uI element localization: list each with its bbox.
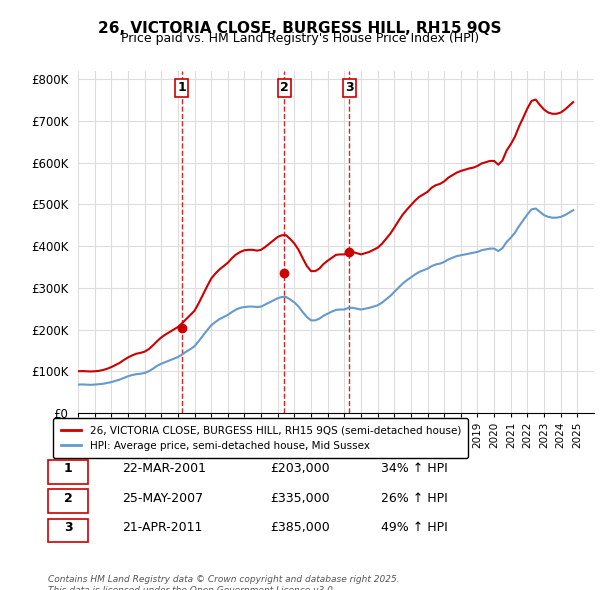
Text: 49% ↑ HPI: 49% ↑ HPI: [380, 521, 448, 534]
Text: 1: 1: [64, 463, 73, 476]
FancyBboxPatch shape: [48, 519, 88, 542]
Text: £335,000: £335,000: [270, 491, 329, 504]
Text: 25-MAY-2007: 25-MAY-2007: [122, 491, 203, 504]
Text: 2: 2: [280, 81, 289, 94]
Text: 1: 1: [177, 81, 186, 94]
Text: £385,000: £385,000: [270, 521, 329, 534]
Text: Price paid vs. HM Land Registry's House Price Index (HPI): Price paid vs. HM Land Registry's House …: [121, 32, 479, 45]
FancyBboxPatch shape: [48, 490, 88, 513]
Text: 2: 2: [64, 491, 73, 504]
Legend: 26, VICTORIA CLOSE, BURGESS HILL, RH15 9QS (semi-detached house), HPI: Average p: 26, VICTORIA CLOSE, BURGESS HILL, RH15 9…: [53, 418, 469, 458]
Text: 3: 3: [64, 521, 73, 534]
Text: 34% ↑ HPI: 34% ↑ HPI: [380, 463, 448, 476]
Text: 22-MAR-2001: 22-MAR-2001: [122, 463, 206, 476]
Text: 26% ↑ HPI: 26% ↑ HPI: [380, 491, 448, 504]
Text: 3: 3: [345, 81, 353, 94]
Text: 26, VICTORIA CLOSE, BURGESS HILL, RH15 9QS: 26, VICTORIA CLOSE, BURGESS HILL, RH15 9…: [98, 21, 502, 35]
FancyBboxPatch shape: [48, 460, 88, 484]
Text: 21-APR-2011: 21-APR-2011: [122, 521, 202, 534]
Text: £203,000: £203,000: [270, 463, 329, 476]
Text: Contains HM Land Registry data © Crown copyright and database right 2025.
This d: Contains HM Land Registry data © Crown c…: [48, 575, 400, 590]
